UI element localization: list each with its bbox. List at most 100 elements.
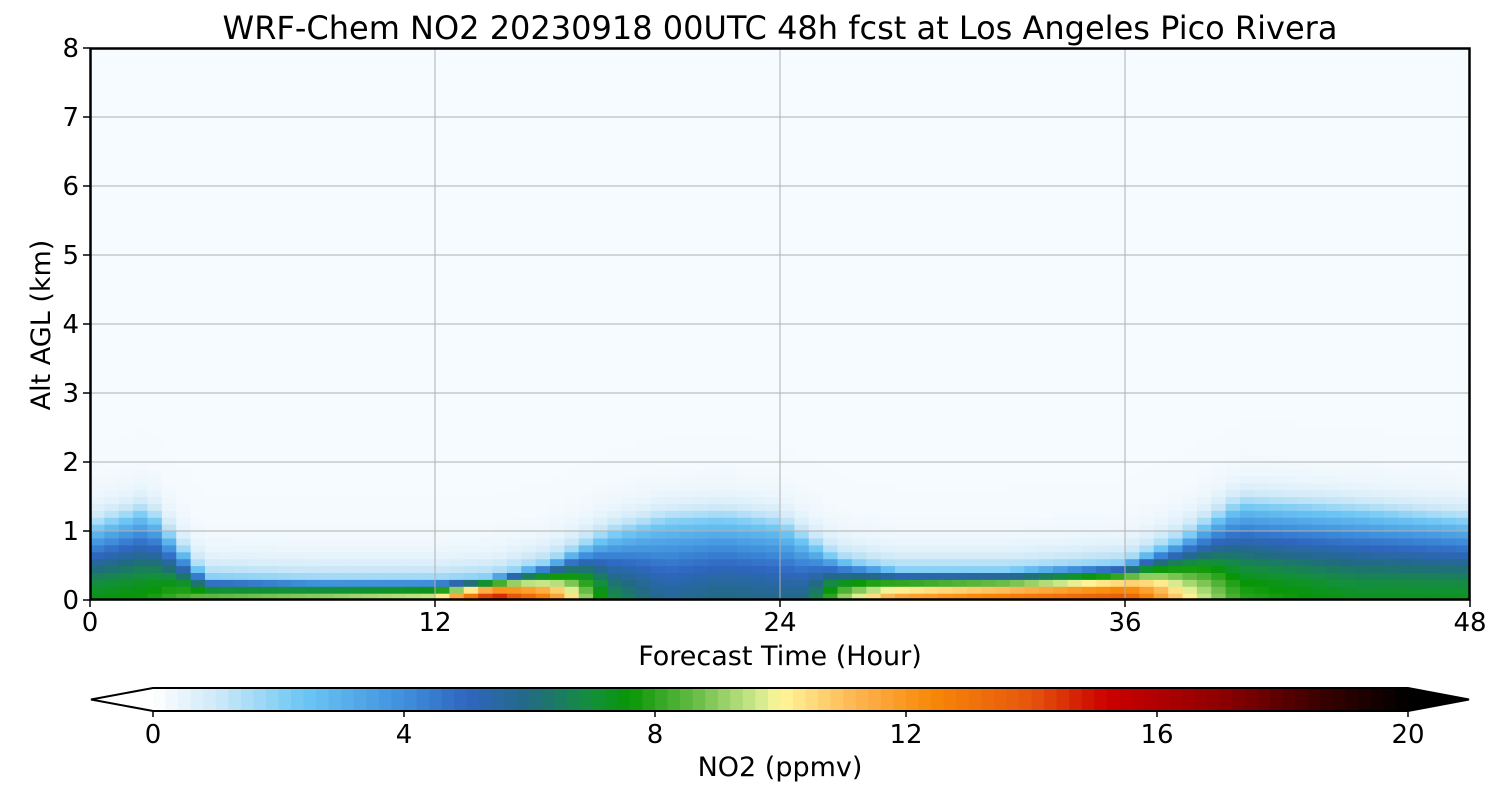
field-cell [118,179,134,187]
field-cell [90,96,105,104]
field-cell [147,365,163,373]
field-cell [133,275,149,284]
field-cell [550,151,565,159]
field-cell [909,434,925,442]
field-cell [391,317,407,325]
field-cell [808,503,824,511]
field-cell [205,572,220,580]
field-cell [880,365,896,373]
field-cell [794,365,810,373]
field-cell [406,427,422,435]
field-cell [320,241,335,249]
field-cell [391,462,407,470]
field-cell [578,531,594,539]
field-cell [708,365,724,373]
field-cell [176,455,192,463]
field-cell [262,186,278,194]
field-cell [190,496,206,504]
field-cell [104,462,120,470]
field-cell [823,75,839,84]
field-cell [866,399,882,408]
field-cell [550,103,565,111]
field-cell [851,137,867,146]
field-cell [851,468,867,477]
field-cell [708,158,724,166]
field-cell [593,482,609,491]
field-cell [607,427,623,435]
field-cell [909,544,925,553]
field-cell [449,462,465,470]
field-cell [521,337,537,346]
field-cell [564,186,580,194]
field-cell [506,48,522,56]
field-cell [621,192,637,201]
field-cell [176,110,192,118]
field-cell [492,372,508,380]
field-cell [90,517,105,525]
field-cell [794,448,810,456]
field-cell [722,393,738,401]
field-cell [593,351,609,360]
field-cell [420,462,436,470]
field-cell [391,365,407,373]
field-cell [621,524,637,532]
field-cell [708,117,724,125]
field-cell [521,475,537,484]
field-cell [708,248,724,256]
field-cell [291,192,307,201]
field-cell [463,234,479,242]
field-cell [291,110,307,118]
field-cell [535,227,551,235]
field-cell [377,496,393,504]
field-cell [550,572,565,580]
field-cell [363,123,379,132]
field-cell [435,117,450,125]
field-cell [952,117,968,125]
field-cell [938,558,954,567]
field-cell [952,544,968,553]
field-cell [205,399,220,408]
field-cell [880,268,896,277]
field-cell [794,130,810,139]
field-cell [564,551,580,560]
field-cell [593,213,609,222]
field-cell [578,227,594,235]
field-cell [909,213,925,222]
field-cell [262,441,278,449]
field-cell [693,524,709,532]
field-cell [205,144,220,153]
field-cell [262,241,278,249]
field-cell [262,248,278,256]
field-cell [650,544,666,553]
field-cell [665,296,680,304]
field-cell [377,296,393,304]
field-cell [348,48,364,56]
field-cell [564,144,580,153]
field-cell [736,296,752,304]
field-cell [363,386,379,394]
field-cell [751,220,767,228]
field-cell [276,96,292,104]
field-cell [550,510,565,518]
field-cell [909,330,925,339]
field-cell [406,268,422,277]
field-cell [133,393,149,401]
field-cell [837,496,853,504]
field-cell [276,227,292,235]
field-cell [147,593,163,601]
field-cell [708,89,724,97]
field-cell [104,110,120,118]
field-cell [506,503,522,511]
field-cell [923,289,939,297]
field-cell [133,248,149,256]
field-cell [866,531,882,539]
field-cell [909,61,925,70]
field-cell [823,489,839,498]
field-cell [736,337,752,346]
field-cell [492,289,508,297]
field-cell [334,317,350,325]
field-cell [909,289,925,297]
field-cell [406,179,422,187]
field-cell [506,531,522,539]
field-cell [794,489,810,498]
